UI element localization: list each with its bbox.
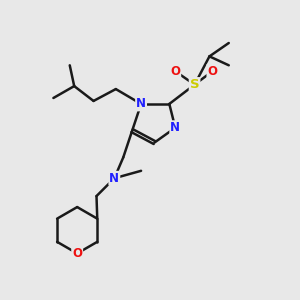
Text: O: O — [170, 65, 180, 78]
Text: S: S — [190, 78, 200, 91]
Text: N: N — [170, 121, 180, 134]
Text: O: O — [207, 65, 218, 78]
Text: N: N — [136, 98, 146, 110]
Text: O: O — [72, 247, 82, 260]
Text: N: N — [109, 172, 119, 185]
